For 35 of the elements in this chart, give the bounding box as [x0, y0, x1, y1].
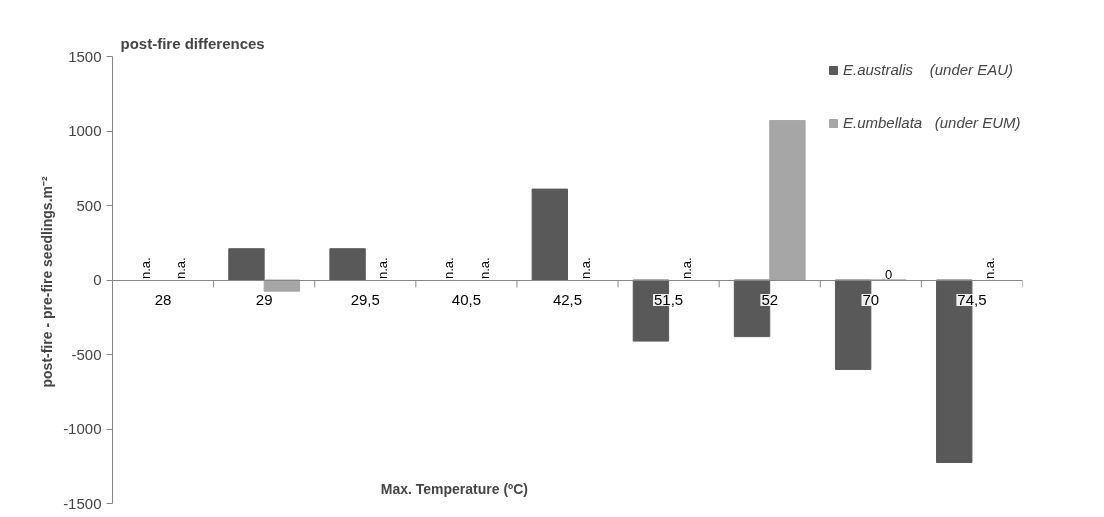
x-tick-label: 28	[154, 291, 172, 308]
chart-title: post-fire differences	[120, 34, 265, 52]
text: n.a.	[375, 257, 391, 279]
y-tick-label: 500	[76, 196, 102, 214]
text: n.a.	[441, 257, 457, 279]
y-tick-label: -500	[71, 345, 102, 363]
x-tick-label: 52	[761, 291, 779, 308]
text: n.a.	[137, 257, 153, 279]
legend-label: E.umbellata (under EUM)	[843, 114, 1021, 131]
x-tick-label: 42,5	[552, 291, 583, 308]
y-tick-label: 0	[93, 271, 102, 288]
text: n.a.	[678, 257, 694, 279]
data-label: 0	[884, 267, 893, 282]
x-axis-title: Max. Temperature (ºC)	[380, 480, 528, 497]
x-tick-label: 70	[862, 291, 880, 308]
bar	[228, 248, 265, 281]
y-tick-label: -1500	[63, 494, 102, 512]
bar	[263, 279, 301, 292]
y-tick-label: 1500	[68, 47, 102, 65]
legend-label: E.australis (under EAU)	[843, 61, 1014, 78]
y-axis-title: post-fire - pre-fire seedlings.m⁻²	[39, 176, 56, 388]
y-tick-label: 1000	[68, 122, 102, 139]
x-tick-label: 51,5	[654, 291, 684, 308]
text: n.a.	[577, 257, 593, 279]
x-tick-label: 40,5	[451, 291, 481, 308]
x-tick-label: 29	[255, 291, 273, 308]
bar	[769, 120, 806, 281]
bar	[531, 188, 568, 281]
x-tick-label: 29,5	[350, 291, 380, 308]
text: n.a.	[476, 257, 492, 279]
bar	[329, 248, 366, 281]
text: n.a.	[173, 257, 189, 279]
x-tick-label: 74,5	[957, 291, 987, 308]
text: n.a.	[982, 257, 998, 279]
y-tick-label: -1000	[63, 420, 102, 437]
